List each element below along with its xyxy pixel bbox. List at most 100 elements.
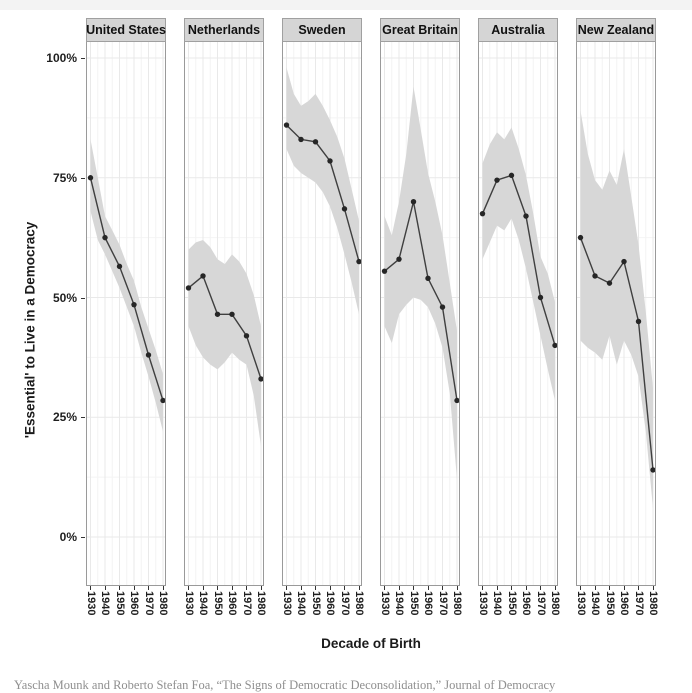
x-tick-mark [540,586,541,590]
x-ticks-new-zealand: 1930 1940 1950 1960 1970 1980 [575,586,659,630]
x-tick-mark [594,586,596,590]
data-point-1960 [327,158,333,164]
x-tick-mark [286,586,287,590]
x-tick-label-1960: 1960 [128,591,140,616]
x-tick-label-1960: 1960 [422,591,434,616]
source-caption: Yascha Mounk and Roberto Stefan Foa, “Th… [14,678,556,692]
data-point-1980 [552,342,557,349]
data-point-1940 [298,136,304,143]
y-tick-mark [81,177,85,179]
x-tick-label-1930: 1930 [476,591,489,616]
x-tick-label-1970: 1970 [632,591,645,616]
x-tick-mark [315,586,316,590]
data-point-1930 [283,122,290,128]
x-tick-mark [188,586,189,590]
y-tick-100pct: 100% [0,51,86,65]
panel-great-britain: Great Britain [380,18,460,586]
x-tick-mark [329,586,331,590]
trend-line [89,177,164,401]
data-point-1930 [479,210,486,217]
x-tick-mark [217,586,218,590]
y-tick-0pct: 0% [0,530,86,544]
y-axis-title: 'Essential' to Live in a Democracy [22,221,38,439]
data-point-1940 [200,273,206,279]
panels-row: United States Netherlands Sweden Great Brit… [86,18,656,586]
x-tick-label-1930: 1930 [280,591,293,616]
page-top-strip [0,0,692,10]
trend-line [481,174,556,346]
x-tick-label-1930: 1930 [378,591,391,616]
panel-united-states: United States [86,18,166,586]
trend-line [188,274,262,380]
trend-line [579,237,654,470]
x-tick-label-1940: 1940 [589,591,601,616]
x-tick-label-1970: 1970 [436,591,449,616]
data-point-1970 [537,294,544,301]
y-tick-label: 25% [52,410,77,425]
x-tick-mark [623,586,625,590]
plot-svg [87,42,165,585]
panel-plot-sweden [282,42,362,586]
x-tick-label-1970: 1970 [142,591,155,616]
plot-svg [283,42,361,585]
data-point-1950 [312,139,319,145]
x-tick-label-1980: 1980 [255,591,267,616]
y-tick-mark [81,417,85,419]
data-point-1940 [396,256,402,262]
data-point-1930 [185,285,192,291]
panel-plot-great-britain [380,42,460,586]
y-tick-label: 50% [52,290,77,305]
x-ticks-sweden: 1930 1940 1950 1960 1970 1980 [280,586,365,630]
x-tick-mark [90,586,91,590]
panel-header-australia: Australia [478,18,558,42]
x-tick-mark [162,586,164,590]
confidence-band [286,67,359,315]
y-tick-label: 75% [52,170,77,185]
x-tick-label-1970: 1970 [338,591,351,616]
x-tick-label-1950: 1950 [407,591,420,616]
y-axis: 'Essential' to Live in a Democracy 100% 7… [0,18,86,586]
x-tick-mark [413,586,414,590]
plot-svg [185,42,263,585]
x-tick-label-1950: 1950 [309,591,322,616]
panel-header-united-states: United States [86,18,166,42]
x-tick-label-1980: 1980 [549,591,561,616]
data-point-1970 [243,333,250,339]
panel-header-sweden: Sweden [282,18,362,42]
data-point-1970 [341,206,348,212]
x-tick-mark [300,586,302,590]
x-tick-label-1960: 1960 [226,591,238,616]
x-tick-mark [398,586,400,590]
x-tick-label-1940: 1940 [197,591,209,616]
data-point-1980 [454,397,459,404]
x-tick-label-1960: 1960 [618,591,630,616]
confidence-band [188,240,261,446]
x-ticks-netherlands: 1930 1940 1950 1960 1970 1980 [183,586,267,630]
data-point-1950 [214,311,221,317]
x-tick-label-1940: 1940 [393,591,405,616]
data-point-1980 [160,397,165,404]
panel-header-netherlands: Netherlands [184,18,264,42]
x-tick-mark [260,586,262,590]
y-tick-50pct: 50% [0,291,86,305]
x-tick-mark [638,586,639,590]
x-tick-mark [202,586,204,590]
x-tick-mark [496,586,498,590]
y-tick-label: 0% [59,530,77,544]
panel-sweden: Sweden [282,18,362,586]
x-tick-label-1980: 1980 [451,591,463,616]
x-tick-mark [119,586,120,590]
data-point-1970 [635,318,642,325]
x-tick-label-1950: 1950 [113,591,126,616]
x-tick-mark [246,586,247,590]
data-point-1930 [381,268,388,274]
data-point-1950 [410,199,417,205]
panel-australia: Australia [478,18,558,586]
data-point-1960 [229,311,235,317]
x-tick-mark [456,586,458,590]
panel-plot-netherlands [184,42,264,586]
x-tick-mark [554,586,556,590]
x-tick-label-1980: 1980 [647,591,659,616]
confidence-band [482,127,555,401]
x-axis-title: Decade of Birth [321,636,421,651]
